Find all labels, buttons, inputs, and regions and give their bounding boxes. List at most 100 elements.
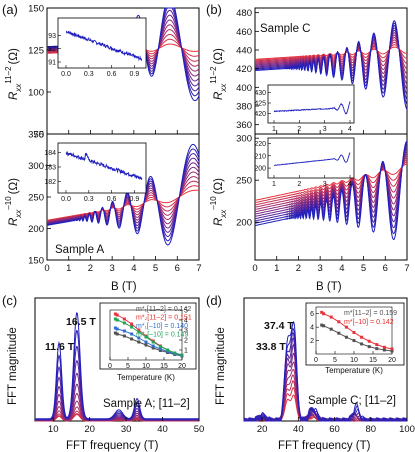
c-inset-point-0-0 [113,331,117,335]
b-bot-inset-trace [273,152,351,166]
panel-c-label: (c) [2,293,17,308]
c-inset-point-1-0 [113,312,117,316]
a-top-inset-xlabel-3: 0.9 [130,71,140,78]
c-inset-point-3-0 [113,317,117,321]
d-inset-point-0-7 [367,345,371,349]
panel-c-curves [35,312,199,422]
b-top-y-ticklabel-4: 440 [236,46,252,57]
a-bot-inset-trace [65,151,143,181]
panel-a-bottom-ylabel: Rxx–10(Ω) [4,178,23,226]
c-x-ticklabel-0: 10 [48,424,59,435]
d-inset-point-0-8 [375,347,379,351]
a-top-inset-xlabel-0: 0.0 [61,71,71,78]
c-inset-point-0-1 [115,332,119,336]
a-bot-inset-ylabel-1: 183 [44,165,56,172]
d-inset-point-1-1 [322,312,326,316]
a-bot-inset-xlabel-0: 0.0 [61,196,71,203]
d-x-ticklabel-3: 80 [365,424,376,435]
c-inset-ylabel-4: 5 [184,308,188,315]
panel-c-ticks: 10 20 30 40 50 [48,417,204,435]
panel-d-xlabel: FFT frequency (T) [278,440,371,452]
c-inset-point-3-5 [144,335,148,339]
a-bot-y-ticklabel-1: 200 [28,224,44,235]
panel-a-bottom-inset [57,142,147,194]
panel-c-caption: Sample A; [11–2] [103,398,190,410]
c-inset-ylabel-2: 3 [184,328,188,335]
a-x-ticklabel-6: 6 [175,263,180,274]
d-inset-point-0-2 [329,327,333,331]
panel-a-bottom-curves [46,143,200,246]
panel-a-inset-content: 93 92 91 0.0 0.3 0.6 0.9 184 183 182 0.0 0.3 0.6 0.9 [44,30,143,203]
c-inset-ylabel-3: 4 [184,318,188,325]
c-inset-point-3-10 [180,353,184,357]
a-bot-inset-xlabel-1: 0.3 [84,196,94,203]
c-inset-xlabel-4: 20 [178,363,186,370]
a-x-ticklabel-1: 1 [66,263,71,274]
b-top-inset-xlabel-3: 4 [348,126,352,133]
panel-d-peak1: 37.4 T [264,320,294,332]
a-top-inset-trace [65,30,143,62]
a-x-ticklabel-4: 4 [131,263,136,274]
c-inset-point-3-3 [130,325,134,329]
b-top-inset-ylabel-2: 420 [254,111,266,118]
a-bot-y-ticklabel-0: 150 [28,256,44,267]
a-top-y-ticklabel-0: 75 [33,130,44,141]
c-inset-point-3-9 [173,351,177,355]
d-inset-xaxis-label: Temperature (K) [325,366,383,375]
b-bot-inset-xlabel-1: 2 [297,181,301,188]
c-inset-point-0-5 [144,343,148,347]
c-inset-point-1-2 [122,317,126,321]
d-inset-point-0-3 [337,331,341,335]
b-x-ticklabel-2: 2 [296,263,301,274]
c-inset-point-0-2 [122,334,126,338]
d-inset-xlabel-3: 15 [369,357,377,364]
d-inset-point-1-4 [344,325,348,329]
a-bot-inset-ylabel-2: 182 [44,179,56,186]
a-x-ticklabel-5: 5 [153,263,158,274]
panel-c-ylabel-group: FFT magnitude [7,327,19,405]
panel-d-ylabel-group: FFT magnitude [215,327,227,405]
c-inset-point-2-1 [115,327,119,331]
d-inset-point-1-8 [375,343,379,347]
panel-d-inset-content: 2 4 6 0 5 10 15 20 m*[11–2] = 0.159 m*[–10] = 0.1… [310,306,397,375]
d-inset-ylabel-0: 2 [310,338,314,345]
c-inset-point-3-7 [158,345,162,348]
a-bot-inset-xlabel-3: 0.9 [130,196,140,203]
panel-c-inset-content: 1 2 3 4 5 0 5 10 15 20 m*₁[11–2] = 0.142 m*₂[11–2] … [108,306,192,382]
d-inset-point-0-9 [382,348,386,352]
b-top-inset-xlabel-2: 3 [323,126,327,133]
svg-text:Rxx–10(Ω): Rxx–10(Ω) [4,178,23,226]
svg-text:Rxx–10(Ω): Rxx–10(Ω) [209,178,228,226]
b-bot-y-ticklabel-1: 250 [236,176,252,187]
a-bot-inset-ylabel-0: 184 [44,150,56,157]
c-inset-xlabel-3: 15 [160,363,168,370]
panel-b-sample-label: Sample C [260,23,311,35]
d-inset-point-0-10 [390,349,394,353]
b-bot-inset-ylabel-2: 200 [254,166,266,173]
c-x-ticklabel-2: 30 [121,424,132,435]
a-x-ticklabel-7: 7 [196,263,201,274]
panel-c-peak2: 11.6 T [45,341,75,353]
c-inset-point-3-6 [151,340,155,344]
a-x-ticklabel-0: 0 [44,263,49,274]
d-inset-point-1-5 [352,331,356,335]
a-top-inset-xlabel-2: 0.6 [107,71,117,78]
c-x-ticklabel-3: 40 [157,424,168,435]
d-inset-point-0-4 [344,335,348,339]
b-top-y-ticklabel-5: 460 [236,27,252,38]
c-inset-ylabel-1: 2 [184,338,188,345]
a-top-y-ticklabel-2: 125 [28,46,44,57]
d-inset-legend-1: m*[–10] = 0.142 [344,319,394,326]
c-inset-point-1-4 [137,328,141,332]
c-inset-point-2-5 [144,340,148,344]
b-top-curve-11 [254,20,408,110]
d-inset-xlabel-1: 5 [333,357,337,364]
b-top-inset-xlabel-0: 1 [272,126,276,133]
a-top-inset-ylabel-2: 91 [48,60,56,67]
a-bot-curve-10 [46,143,200,246]
panel-a-top-ylabel: Rxx11–2(Ω) [4,48,23,100]
d-curve-11 [243,320,407,422]
a-top-y-ticklabel-3: 150 [28,4,44,15]
